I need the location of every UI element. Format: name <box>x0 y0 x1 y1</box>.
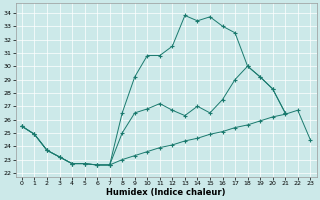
X-axis label: Humidex (Indice chaleur): Humidex (Indice chaleur) <box>106 188 226 197</box>
